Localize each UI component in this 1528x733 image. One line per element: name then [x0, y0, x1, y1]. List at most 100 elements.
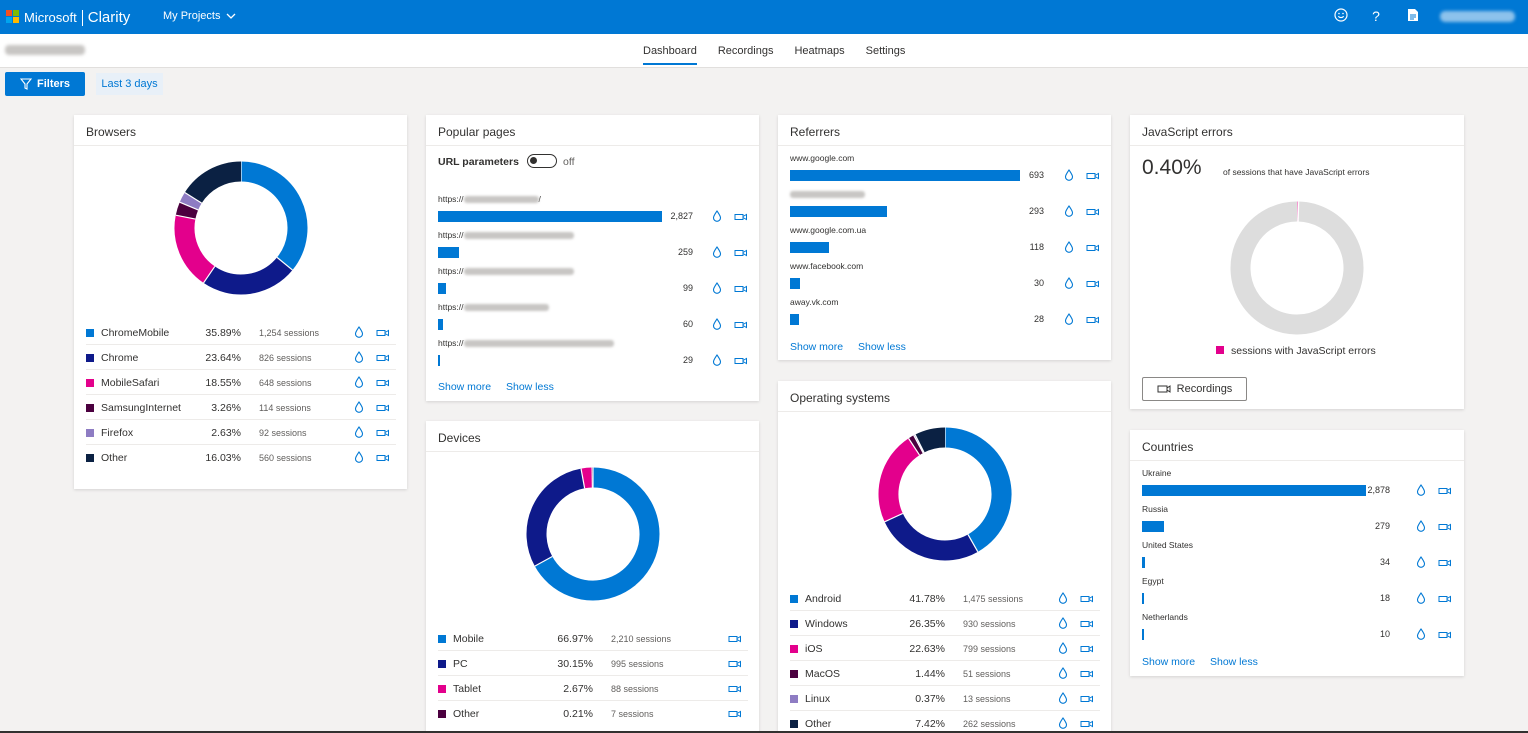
tab-dashboard[interactable]: Dashboard: [643, 45, 697, 65]
brand[interactable]: Microsoft Clarity: [24, 9, 130, 26]
video-camera-icon[interactable]: [376, 403, 390, 413]
video-camera-icon[interactable]: [1080, 719, 1094, 729]
video-camera-icon[interactable]: [1080, 669, 1094, 679]
show-less-link[interactable]: Show less: [1210, 656, 1258, 668]
bar-label[interactable]: Russia: [1142, 504, 1168, 514]
donut-slice-mobile[interactable]: [534, 467, 660, 601]
bar-label[interactable]: https:// /: [438, 194, 541, 204]
heatmap-icon[interactable]: [354, 326, 364, 338]
video-camera-icon[interactable]: [734, 212, 748, 222]
video-camera-icon[interactable]: [734, 320, 748, 330]
url-parameters-toggle[interactable]: [527, 154, 557, 168]
date-range-chip[interactable]: Last 3 days: [96, 73, 163, 95]
donut-slice-other[interactable]: [184, 161, 242, 204]
donut-slice-tablet[interactable]: [581, 467, 593, 489]
video-camera-icon[interactable]: [376, 353, 390, 363]
bar-label[interactable]: www.google.com: [790, 153, 854, 163]
heatmap-icon[interactable]: [1058, 592, 1068, 604]
video-camera-icon[interactable]: [1438, 522, 1452, 532]
feedback-smiley-icon[interactable]: [1333, 8, 1349, 24]
bar-label[interactable]: https://: [438, 266, 574, 276]
video-camera-icon[interactable]: [1080, 644, 1094, 654]
video-camera-icon[interactable]: [376, 328, 390, 338]
heatmap-icon[interactable]: [1416, 592, 1426, 604]
heatmap-icon[interactable]: [1058, 692, 1068, 704]
heatmap-icon[interactable]: [1416, 484, 1426, 496]
heatmap-icon[interactable]: [1058, 667, 1068, 679]
heatmap-icon[interactable]: [354, 376, 364, 388]
tab-heatmaps[interactable]: Heatmaps: [794, 45, 845, 57]
donut-slice-macos[interactable]: [908, 435, 924, 456]
heatmap-icon[interactable]: [712, 246, 722, 258]
bar-label[interactable]: away.vk.com: [790, 297, 839, 307]
document-icon[interactable]: [1405, 8, 1421, 24]
heatmap-icon[interactable]: [1064, 277, 1074, 289]
video-camera-icon[interactable]: [376, 378, 390, 388]
bar-label[interactable]: Ukraine: [1142, 468, 1171, 478]
video-camera-icon[interactable]: [1438, 486, 1452, 496]
donut-slice-chrome[interactable]: [203, 257, 293, 295]
heatmap-icon[interactable]: [354, 451, 364, 463]
bar-label[interactable]: United States: [1142, 540, 1193, 550]
video-camera-icon[interactable]: [1080, 594, 1094, 604]
heatmap-icon[interactable]: [1064, 205, 1074, 217]
video-camera-icon[interactable]: [376, 453, 390, 463]
user-name[interactable]: [1440, 11, 1515, 22]
video-camera-icon[interactable]: [1438, 558, 1452, 568]
heatmap-icon[interactable]: [712, 282, 722, 294]
heatmap-icon[interactable]: [1064, 313, 1074, 325]
heatmap-icon[interactable]: [712, 210, 722, 222]
heatmap-icon[interactable]: [1416, 520, 1426, 532]
donut-slice-other[interactable]: [915, 427, 946, 453]
heatmap-icon[interactable]: [1064, 169, 1074, 181]
bar-label[interactable]: www.facebook.com: [790, 261, 863, 271]
video-camera-icon[interactable]: [376, 428, 390, 438]
heatmap-icon[interactable]: [1058, 642, 1068, 654]
video-camera-icon[interactable]: [1438, 594, 1452, 604]
heatmap-icon[interactable]: [354, 426, 364, 438]
bar-label[interactable]: [790, 189, 865, 199]
video-camera-icon[interactable]: [1086, 315, 1100, 325]
my-projects-dropdown[interactable]: My Projects: [163, 10, 236, 22]
donut-slice-samsunginternet[interactable]: [175, 202, 199, 220]
video-camera-icon[interactable]: [734, 248, 748, 258]
tab-recordings[interactable]: Recordings: [717, 45, 774, 57]
help-icon[interactable]: ?: [1372, 8, 1380, 24]
donut-slice-chromemobile[interactable]: [240, 161, 308, 271]
heatmap-icon[interactable]: [354, 401, 364, 413]
video-camera-icon[interactable]: [1086, 171, 1100, 181]
heatmap-icon[interactable]: [354, 351, 364, 363]
heatmap-icon[interactable]: [1064, 241, 1074, 253]
show-less-link[interactable]: Show less: [506, 381, 554, 393]
video-camera-icon[interactable]: [728, 634, 742, 644]
heatmap-icon[interactable]: [1058, 617, 1068, 629]
show-less-link[interactable]: Show less: [858, 341, 906, 353]
tab-settings[interactable]: Settings: [865, 45, 906, 57]
bar-label[interactable]: https://: [438, 338, 614, 348]
recordings-button[interactable]: Recordings: [1142, 377, 1247, 401]
video-camera-icon[interactable]: [728, 659, 742, 669]
donut-slice-windows[interactable]: [884, 513, 978, 561]
donut-slice-pc[interactable]: [526, 468, 586, 567]
donut-slice-other[interactable]: [1230, 201, 1364, 335]
heatmap-icon[interactable]: [1416, 556, 1426, 568]
donut-slice-android[interactable]: [944, 427, 1012, 552]
video-camera-icon[interactable]: [1086, 243, 1100, 253]
donut-slice-firefox[interactable]: [179, 192, 202, 211]
video-camera-icon[interactable]: [1086, 207, 1100, 217]
video-camera-icon[interactable]: [1080, 619, 1094, 629]
heatmap-icon[interactable]: [712, 354, 722, 366]
video-camera-icon[interactable]: [1080, 694, 1094, 704]
show-more-link[interactable]: Show more: [1142, 656, 1196, 668]
donut-slice-ios[interactable]: [878, 438, 920, 522]
video-camera-icon[interactable]: [734, 284, 748, 294]
filters-button[interactable]: Filters: [5, 72, 85, 96]
show-more-link[interactable]: Show more: [438, 381, 492, 393]
video-camera-icon[interactable]: [1438, 630, 1452, 640]
donut-slice-mobilesafari[interactable]: [174, 215, 216, 283]
show-more-link[interactable]: Show more: [790, 341, 844, 353]
bar-label[interactable]: Egypt: [1142, 576, 1164, 586]
video-camera-icon[interactable]: [1086, 279, 1100, 289]
video-camera-icon[interactable]: [728, 709, 742, 719]
video-camera-icon[interactable]: [734, 356, 748, 366]
